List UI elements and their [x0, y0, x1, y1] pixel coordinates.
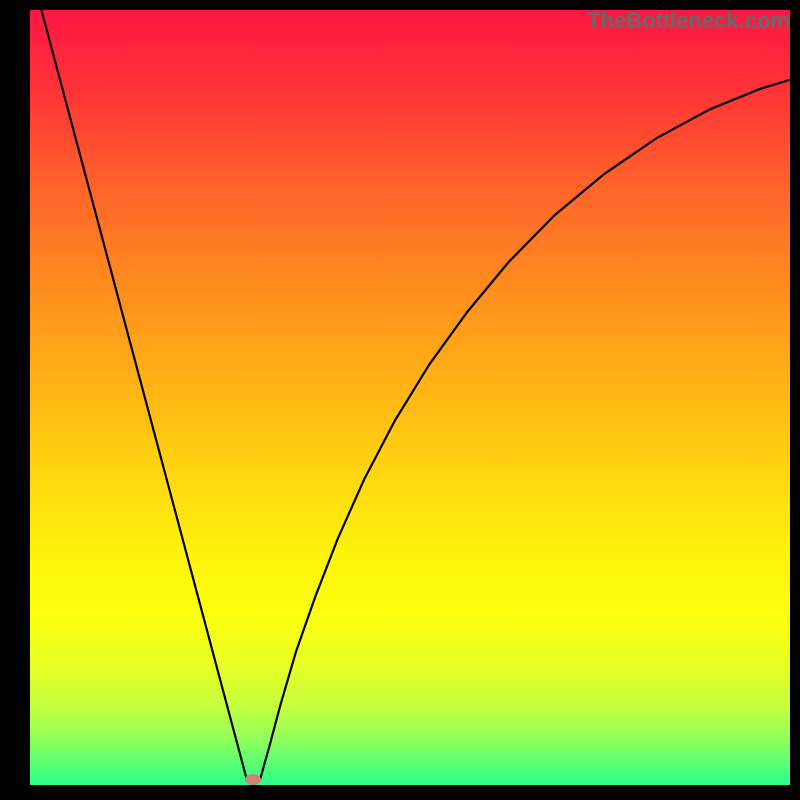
plot-area	[30, 10, 790, 785]
bottleneck-curve	[30, 10, 790, 785]
watermark-text: TheBottleneck.com	[587, 8, 790, 34]
chart-container: TheBottleneck.com	[0, 0, 800, 800]
